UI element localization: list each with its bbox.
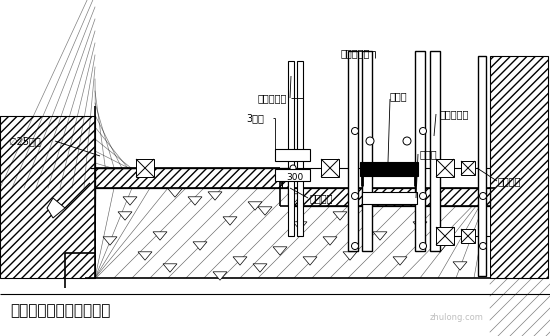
- Polygon shape: [288, 188, 490, 206]
- Bar: [136, 159, 154, 177]
- Polygon shape: [453, 262, 467, 270]
- Polygon shape: [433, 244, 447, 252]
- Polygon shape: [118, 212, 132, 220]
- Polygon shape: [208, 192, 222, 200]
- Circle shape: [403, 137, 411, 145]
- Circle shape: [351, 193, 359, 200]
- Polygon shape: [95, 168, 288, 188]
- Circle shape: [420, 193, 426, 200]
- Circle shape: [366, 137, 374, 145]
- Text: 组合钢模板: 组合钢模板: [440, 109, 469, 119]
- Text: 止水带: 止水带: [390, 91, 408, 101]
- Text: 基础底板变标高底板施工: 基础底板变标高底板施工: [10, 303, 111, 319]
- Polygon shape: [223, 217, 237, 225]
- Polygon shape: [343, 252, 357, 260]
- Polygon shape: [233, 257, 247, 265]
- Bar: [362, 192, 417, 204]
- Circle shape: [480, 243, 487, 250]
- Polygon shape: [248, 202, 262, 210]
- Polygon shape: [138, 252, 152, 260]
- Text: 对拉螺栓: 对拉螺栓: [498, 176, 521, 186]
- Bar: [430, 51, 440, 251]
- Polygon shape: [323, 237, 337, 245]
- Polygon shape: [193, 242, 207, 250]
- Bar: [478, 56, 486, 276]
- Polygon shape: [273, 247, 287, 255]
- Circle shape: [290, 165, 296, 171]
- Polygon shape: [288, 194, 302, 202]
- Polygon shape: [393, 257, 407, 265]
- Bar: [362, 51, 372, 251]
- Polygon shape: [103, 237, 117, 245]
- Text: 竖向双钢管: 竖向双钢管: [258, 93, 287, 103]
- Bar: [360, 162, 418, 176]
- Polygon shape: [293, 222, 307, 230]
- Text: 300: 300: [286, 173, 303, 182]
- Polygon shape: [0, 116, 95, 278]
- Circle shape: [420, 243, 426, 250]
- Circle shape: [351, 243, 359, 250]
- Polygon shape: [253, 264, 267, 272]
- Bar: [297, 61, 303, 236]
- Bar: [275, 149, 310, 161]
- Circle shape: [351, 127, 359, 134]
- Polygon shape: [303, 257, 317, 265]
- Polygon shape: [333, 212, 347, 220]
- Polygon shape: [213, 272, 227, 280]
- Polygon shape: [413, 222, 427, 230]
- Circle shape: [420, 127, 426, 134]
- Polygon shape: [258, 207, 272, 215]
- Text: 3型卡: 3型卡: [246, 113, 264, 123]
- Polygon shape: [373, 232, 387, 240]
- Bar: [275, 169, 310, 181]
- Polygon shape: [95, 188, 490, 278]
- Text: 组合钢模板: 组合钢模板: [340, 48, 370, 58]
- Bar: [95, 188, 490, 278]
- Bar: [461, 161, 475, 175]
- Circle shape: [480, 193, 487, 200]
- Polygon shape: [188, 197, 202, 205]
- Text: zhulong.com: zhulong.com: [430, 313, 484, 323]
- Text: 顶模撑: 顶模撑: [420, 149, 438, 159]
- Polygon shape: [47, 198, 65, 218]
- Bar: [321, 159, 339, 177]
- Bar: [415, 51, 425, 251]
- Polygon shape: [490, 56, 548, 278]
- Bar: [348, 51, 358, 251]
- Polygon shape: [153, 232, 167, 240]
- Bar: [436, 159, 454, 177]
- Polygon shape: [168, 189, 182, 197]
- Text: 地锚钢筋: 地锚钢筋: [310, 193, 333, 203]
- Polygon shape: [163, 264, 177, 272]
- Polygon shape: [123, 197, 137, 205]
- Bar: [461, 229, 475, 243]
- Text: ∅25地锚: ∅25地锚: [8, 136, 41, 146]
- Bar: [288, 61, 294, 236]
- Bar: [436, 227, 454, 245]
